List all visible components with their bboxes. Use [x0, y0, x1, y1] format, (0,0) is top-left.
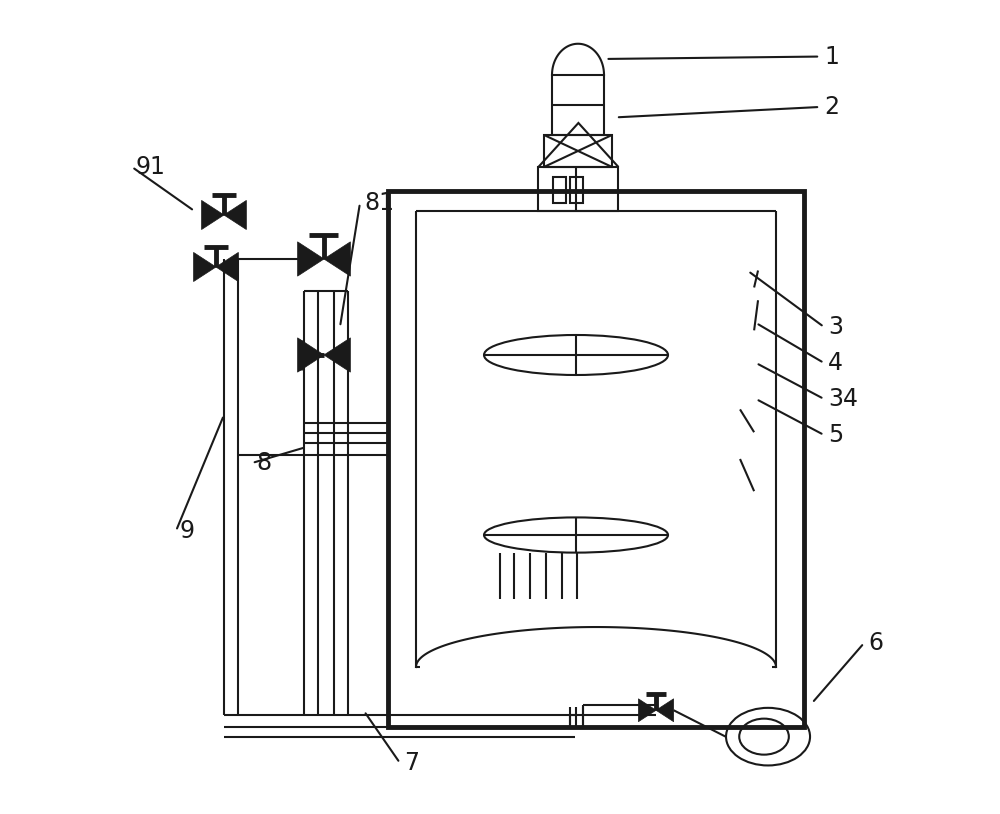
Text: 2: 2: [824, 95, 839, 119]
Text: 34: 34: [828, 387, 858, 411]
Polygon shape: [656, 698, 674, 722]
Polygon shape: [298, 242, 324, 276]
Bar: [388, 191, 804, 727]
Text: 81: 81: [364, 191, 394, 215]
Text: 6: 6: [868, 631, 883, 655]
Text: 9: 9: [180, 519, 195, 543]
Polygon shape: [224, 200, 246, 230]
Bar: [552, 75, 604, 135]
Polygon shape: [298, 338, 324, 372]
Polygon shape: [324, 242, 350, 276]
Text: 1: 1: [824, 45, 839, 68]
Polygon shape: [638, 698, 656, 722]
Bar: [538, 167, 618, 211]
Text: 4: 4: [828, 351, 843, 375]
Text: 3: 3: [828, 315, 843, 339]
Bar: [544, 135, 612, 167]
Text: 8: 8: [256, 451, 271, 475]
Polygon shape: [202, 200, 224, 230]
Text: 91: 91: [136, 155, 166, 179]
Bar: [553, 177, 566, 203]
Bar: [570, 177, 583, 203]
Polygon shape: [216, 252, 238, 282]
Polygon shape: [324, 338, 350, 372]
Text: 5: 5: [828, 423, 843, 447]
Text: 7: 7: [404, 751, 419, 775]
Polygon shape: [194, 252, 216, 282]
